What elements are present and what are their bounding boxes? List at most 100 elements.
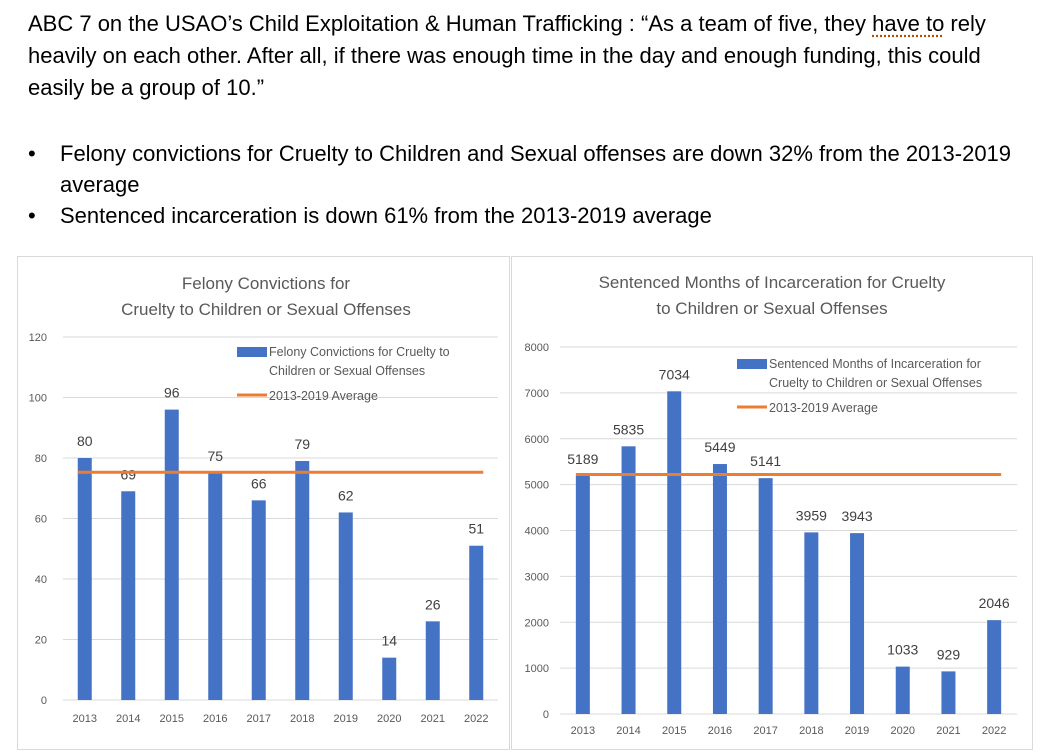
bar [758, 478, 773, 714]
y-tick-label: 0 [41, 695, 47, 707]
bar [121, 491, 136, 700]
data-label: 80 [77, 433, 93, 449]
bar [295, 461, 310, 700]
bar [208, 473, 223, 700]
x-tick-label: 2013 [73, 713, 97, 725]
bullet-text: Sentenced incarceration is down 61% from… [60, 203, 712, 228]
x-tick-label: 2017 [247, 713, 271, 725]
chart-title-line: Sentenced Months of Incarceration for Cr… [599, 273, 946, 292]
bar [338, 512, 353, 700]
bar [469, 545, 484, 700]
x-tick-label: 2018 [290, 713, 314, 725]
data-label: 51 [468, 521, 484, 537]
data-label: 79 [294, 436, 310, 452]
y-tick-label: 4000 [525, 526, 549, 538]
bar [667, 391, 682, 714]
bar [382, 657, 397, 700]
bar [164, 409, 179, 700]
legend-series-label: Sentenced Months of Incarceration for [769, 357, 981, 371]
legend-series-swatch [737, 359, 767, 369]
intro-underlined: have to [872, 11, 945, 36]
legend-series-label: Felony Convictions for Cruelty to [269, 345, 450, 359]
chart-title-line: Felony Convictions for [182, 274, 351, 293]
y-tick-label: 5000 [525, 480, 549, 492]
x-tick-label: 2020 [891, 725, 915, 737]
intro-quote: ABC 7 on the USAO’s Child Exploitation &… [28, 8, 1028, 104]
intro-source: ABC 7 on the USAO’s Child Exploitation &… [28, 11, 873, 36]
y-tick-label: 100 [29, 393, 47, 405]
y-tick-label: 3000 [525, 571, 549, 583]
intro-rest: rely heavily on each other. After all, i… [28, 11, 986, 100]
chart-felony-convictions-svg: Felony Convictions for Cruelty to Childre… [29, 274, 498, 725]
y-tick-label: 6000 [525, 434, 549, 446]
data-label: 5835 [613, 421, 644, 437]
x-tick-label: 2016 [708, 725, 732, 737]
legend-series-swatch [237, 347, 267, 357]
bar [895, 666, 910, 714]
bar [941, 671, 956, 714]
data-label: 5449 [704, 439, 735, 455]
bullet-item: • Felony convictions for Cruelty to Child… [28, 138, 1028, 200]
bullet-text: Felony convictions for Cruelty to Childr… [60, 141, 1012, 197]
x-tick-label: 2014 [616, 725, 640, 737]
bullet-list: • Felony convictions for Cruelty to Child… [28, 138, 1028, 231]
legend-series-label: Children or Sexual Offenses [269, 364, 425, 378]
x-tick-label: 2021 [936, 725, 960, 737]
bullet-dot: • [28, 141, 36, 166]
y-tick-label: 60 [35, 514, 47, 526]
bar [575, 475, 590, 714]
y-tick-label: 2000 [525, 617, 549, 629]
x-tick-label: 2017 [753, 725, 777, 737]
chart-title-line: to Children or Sexual Offenses [656, 299, 887, 318]
data-label: 5189 [567, 451, 598, 467]
x-tick-label: 2015 [160, 713, 184, 725]
x-tick-label: 2022 [464, 713, 488, 725]
bar [804, 532, 819, 714]
bar [850, 533, 865, 714]
bullet-dot: • [28, 203, 36, 228]
data-label: 3943 [841, 508, 872, 524]
data-label: 14 [381, 633, 397, 649]
data-label: 62 [338, 487, 354, 503]
bar [251, 500, 266, 700]
y-tick-label: 80 [35, 453, 47, 465]
x-tick-label: 2020 [377, 713, 401, 725]
x-tick-label: 2015 [662, 725, 686, 737]
data-label: 96 [164, 385, 180, 401]
data-label: 26 [425, 596, 441, 612]
x-tick-label: 2021 [421, 713, 445, 725]
y-tick-label: 0 [543, 709, 549, 721]
data-label: 1033 [887, 642, 918, 658]
x-tick-label: 2019 [845, 725, 869, 737]
x-tick-label: 2018 [799, 725, 823, 737]
data-label: 2046 [979, 595, 1010, 611]
bar [621, 446, 636, 714]
legend-average-label: 2013-2019 Average [269, 389, 378, 403]
legend-average-label: 2013-2019 Average [769, 401, 878, 415]
y-tick-label: 8000 [525, 342, 549, 354]
y-tick-label: 20 [35, 635, 47, 647]
data-label: 929 [937, 646, 961, 662]
bar [987, 620, 1002, 714]
data-label: 5141 [750, 453, 781, 469]
data-label: 7034 [659, 366, 690, 382]
x-tick-label: 2013 [571, 725, 595, 737]
data-label: 69 [120, 466, 136, 482]
chart-title-line: Cruelty to Children or Sexual Offenses [121, 300, 411, 319]
data-label: 66 [251, 475, 267, 491]
bar [77, 458, 92, 700]
legend-series-label: Cruelty to Children or Sexual Offenses [769, 376, 982, 390]
chart-felony-convictions: Felony Convictions for Cruelty to Childre… [17, 256, 510, 750]
y-tick-label: 1000 [525, 663, 549, 675]
bar [425, 621, 440, 700]
data-label: 3959 [796, 507, 827, 523]
y-tick-label: 7000 [525, 388, 549, 400]
data-label: 75 [207, 448, 223, 464]
y-tick-label: 40 [35, 574, 47, 586]
y-tick-label: 120 [29, 332, 47, 344]
chart-sentenced-months: Sentenced Months of Incarceration for Cr… [511, 256, 1033, 750]
x-tick-label: 2022 [982, 725, 1006, 737]
x-tick-label: 2016 [203, 713, 227, 725]
bullet-item: • Sentenced incarceration is down 61% fro… [28, 200, 1028, 231]
bar [712, 464, 727, 714]
